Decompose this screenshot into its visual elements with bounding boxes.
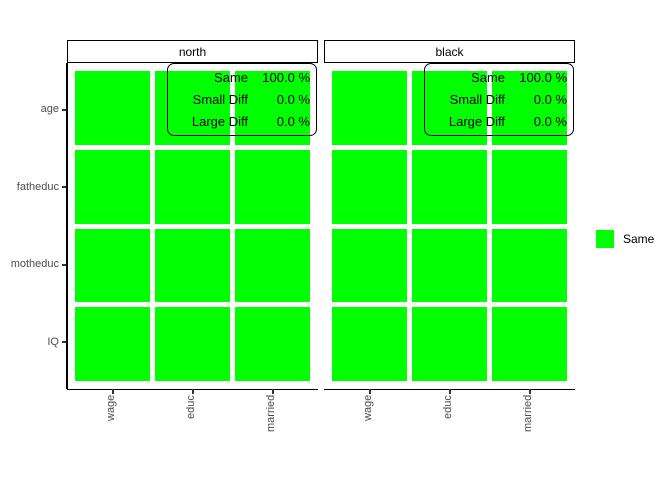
heatmap-tile <box>155 228 230 303</box>
stats-row: Large Diff 0.0 % <box>431 114 567 129</box>
x-axis-label: wage <box>362 395 374 422</box>
stats-annotation-box: Same 100.0 % Small Diff 0.0 % Large Diff… <box>424 63 574 136</box>
x-axis-tick <box>529 389 531 394</box>
stats-label: Same <box>214 70 248 86</box>
heatmap-tile <box>235 307 310 381</box>
stats-row: Same 100.0 % <box>431 70 567 85</box>
heatmap-tile <box>75 149 150 224</box>
plot-panel: Same 100.0 % Small Diff 0.0 % Large Diff… <box>324 63 575 390</box>
y-axis-label: IQ <box>47 336 59 348</box>
y-axis-tick <box>62 341 67 343</box>
stats-label: Large Diff <box>448 113 505 129</box>
stats-label: Small Diff <box>449 91 505 107</box>
plot-panel: Same 100.0 % Small Diff 0.0 % Large Diff… <box>66 63 318 390</box>
x-axis-tick <box>192 389 194 394</box>
facet-strip-label: north <box>178 44 207 59</box>
stats-label: Same <box>471 70 505 86</box>
facet-black: black Same 100.0 % Small Diff 0.0 % Larg… <box>324 40 575 390</box>
stats-value: 0.0 % <box>276 113 310 129</box>
stats-value: 100.0 % <box>519 70 567 86</box>
heatmap-tile <box>235 149 310 224</box>
x-axis-tick <box>272 389 274 394</box>
facet-strip: black <box>324 40 575 63</box>
x-axis-label: educ <box>442 395 454 419</box>
legend-label: Same <box>623 232 655 246</box>
x-axis-label: married <box>265 395 277 433</box>
stats-value: 0.0 % <box>533 113 567 129</box>
y-axis-label: fatheduc <box>16 181 59 193</box>
x-axis-tick <box>112 389 114 394</box>
y-axis-tick <box>62 109 67 111</box>
x-axis-label: married <box>522 395 534 433</box>
stats-value: 100.0 % <box>262 70 310 86</box>
heatmap-tile <box>332 149 407 224</box>
facet-strip: north <box>67 40 318 63</box>
heatmap-tile <box>75 71 150 145</box>
heatmap-tile <box>492 149 567 224</box>
heatmap-tile <box>492 71 567 145</box>
stats-annotation-box: Same 100.0 % Small Diff 0.0 % Large Diff… <box>167 63 317 136</box>
stats-value: 0.0 % <box>276 91 310 107</box>
x-axis-label: wage <box>105 395 117 422</box>
stats-row: Small Diff 0.0 % <box>431 92 567 107</box>
heatmap-tile <box>155 149 230 224</box>
stats-label: Large Diff <box>191 113 248 129</box>
stats-value: 0.0 % <box>533 91 567 107</box>
y-axis-label: age <box>40 103 59 115</box>
stats-row: Small Diff 0.0 % <box>174 92 310 107</box>
heatmap-tile <box>332 228 407 303</box>
stats-label: Small Diff <box>192 91 248 107</box>
y-axis-tick <box>62 264 67 266</box>
x-axis-tick <box>449 389 451 394</box>
y-axis-tick <box>62 186 67 188</box>
facet-north: north Same 100.0 % Small Diff 0.0 % Larg… <box>66 40 318 390</box>
y-axis-line <box>66 63 68 389</box>
x-axis-tick <box>369 389 371 394</box>
heatmap-tile <box>75 228 150 303</box>
legend: Same <box>596 230 654 248</box>
legend-swatch-same <box>596 230 614 248</box>
heatmap-tile <box>235 71 310 145</box>
x-axis-label: educ <box>185 395 197 419</box>
heatmap-tile <box>492 307 567 381</box>
heatmap-tile <box>412 149 487 224</box>
stats-row: Large Diff 0.0 % <box>174 114 310 129</box>
heatmap-tile <box>332 71 407 145</box>
heatmap-tile <box>155 307 230 381</box>
y-axis-label: motheduc <box>10 258 59 270</box>
heatmap-tile <box>235 228 310 303</box>
heatmap-tile <box>75 307 150 381</box>
stats-row: Same 100.0 % <box>174 70 310 85</box>
heatmap-tile <box>332 307 407 381</box>
heatmap-tile <box>412 228 487 303</box>
heatmap-tile <box>412 307 487 381</box>
facet-strip-label: black <box>435 44 464 59</box>
heatmap-tile <box>492 228 567 303</box>
